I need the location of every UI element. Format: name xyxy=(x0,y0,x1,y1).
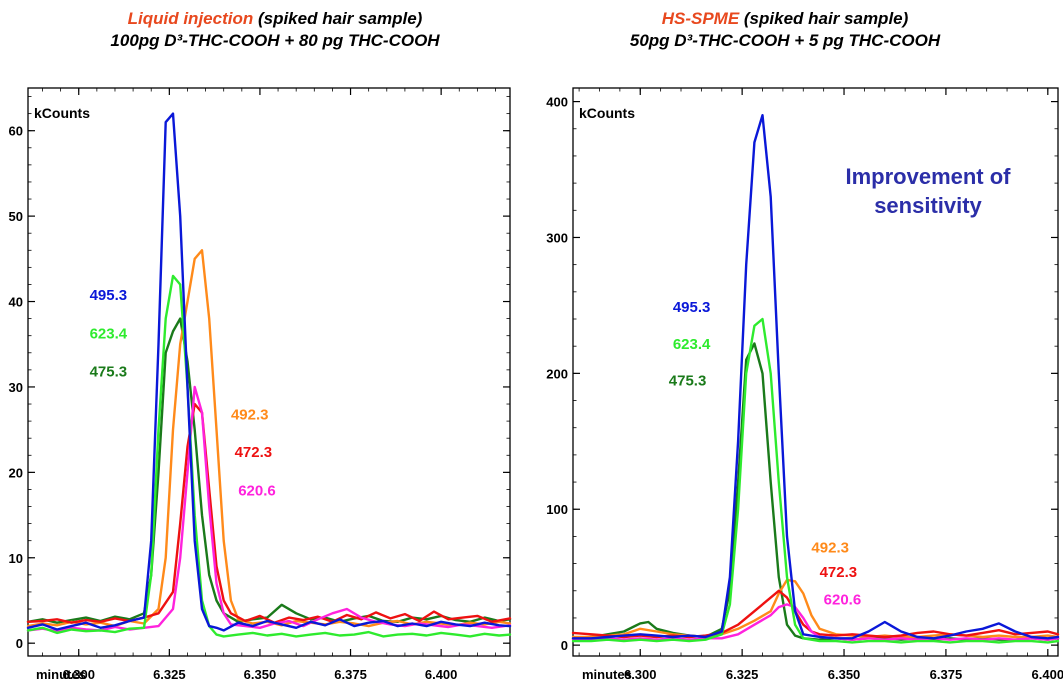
y-axis-label: kCounts xyxy=(579,105,635,121)
mass-label-495-3: 495.3 xyxy=(90,287,128,304)
chart-title-left: Liquid injection (spiked hair sample) 10… xyxy=(40,8,510,52)
series-line-492-3 xyxy=(26,249,512,628)
series-line-620-6 xyxy=(26,385,512,633)
y-tick-label: 50 xyxy=(9,209,23,224)
chart-subtitle: 50pg D³-THC-COOH + 5 pg THC-COOH xyxy=(629,31,941,50)
sensitivity-note: Improvement of sensitivity xyxy=(845,164,1011,218)
series-line-492-3 xyxy=(571,578,1060,639)
title-method: HS-SPME xyxy=(661,9,740,28)
y-tick-label: 0 xyxy=(561,638,568,653)
y-tick-label: 20 xyxy=(9,465,23,480)
x-tick-label: 6.300 xyxy=(62,667,95,682)
x-tick-label: 6.375 xyxy=(334,667,367,682)
x-tick-label: 6.375 xyxy=(930,667,963,682)
mass-label-620-6: 620.6 xyxy=(824,591,862,608)
x-tick-label: 6.350 xyxy=(244,667,277,682)
y-tick-label: 0 xyxy=(16,636,23,651)
x-tick-label: 6.400 xyxy=(1032,667,1063,682)
mass-label-475-3: 475.3 xyxy=(669,373,707,390)
chart-panel-1: 0 10 20 30 40 50 60 6.300 6.325 6.350 6.375 6.400 mi… xyxy=(9,87,512,682)
series-line-475-3 xyxy=(571,342,1060,641)
y-axis-label: kCounts xyxy=(34,105,90,121)
mass-label-472-3: 472.3 xyxy=(820,564,858,581)
series-line-620-6 xyxy=(571,603,1060,641)
x-tick-label: 6.325 xyxy=(726,667,759,682)
title-method: Liquid injection xyxy=(127,9,254,28)
mass-label-495-3: 495.3 xyxy=(673,299,711,316)
series-line-495-3 xyxy=(571,113,1060,640)
y-tick-label: 60 xyxy=(9,124,23,139)
x-tick-label: 6.400 xyxy=(425,667,458,682)
y-tick-label: 10 xyxy=(9,551,23,566)
mass-label-623-4: 623.4 xyxy=(90,325,128,342)
x-tick-label: 6.325 xyxy=(153,667,186,682)
series-line-475-3 xyxy=(26,317,512,624)
chart-title-right: HS-SPME (spiked hair sample) 50pg D³-THC… xyxy=(550,8,1020,52)
plot-frame xyxy=(27,87,511,657)
title-sample: (spiked hair sample) xyxy=(253,9,423,28)
x-tick-label: 6.350 xyxy=(828,667,861,682)
chart-subtitle: 100pg D³-THC-COOH + 80 pg THC-COOH xyxy=(110,31,440,50)
y-tick-label: 40 xyxy=(9,295,23,310)
mass-label-492-3: 492.3 xyxy=(811,540,849,557)
series-line-495-3 xyxy=(26,112,512,632)
plot-frame xyxy=(572,87,1059,657)
title-sample: (spiked hair sample) xyxy=(739,9,909,28)
sensitivity-note-line: sensitivity xyxy=(874,193,982,218)
x-axis-label: minutes xyxy=(582,667,632,682)
mass-label-472-3: 472.3 xyxy=(235,444,273,461)
y-tick-label: 100 xyxy=(546,502,568,517)
series-line-623-4 xyxy=(571,317,1060,644)
y-tick-label: 200 xyxy=(546,366,568,381)
mass-label-475-3: 475.3 xyxy=(90,364,128,381)
mass-label-492-3: 492.3 xyxy=(231,406,269,423)
mass-label-620-6: 620.6 xyxy=(238,482,276,499)
y-tick-label: 400 xyxy=(546,95,568,110)
y-tick-label: 30 xyxy=(9,380,23,395)
chart-panel-2: 0 100 200 300 400 6.300 6.325 6.350 6.375 6.400 mi… xyxy=(546,87,1063,682)
mass-label-623-4: 623.4 xyxy=(673,336,711,353)
sensitivity-note-line: Improvement of xyxy=(845,164,1011,189)
y-tick-label: 300 xyxy=(546,230,568,245)
x-tick-label: 6.300 xyxy=(624,667,657,682)
series-line-472-3 xyxy=(26,402,512,624)
x-axis-label: minutes xyxy=(36,667,86,682)
series-line-623-4 xyxy=(26,274,512,638)
